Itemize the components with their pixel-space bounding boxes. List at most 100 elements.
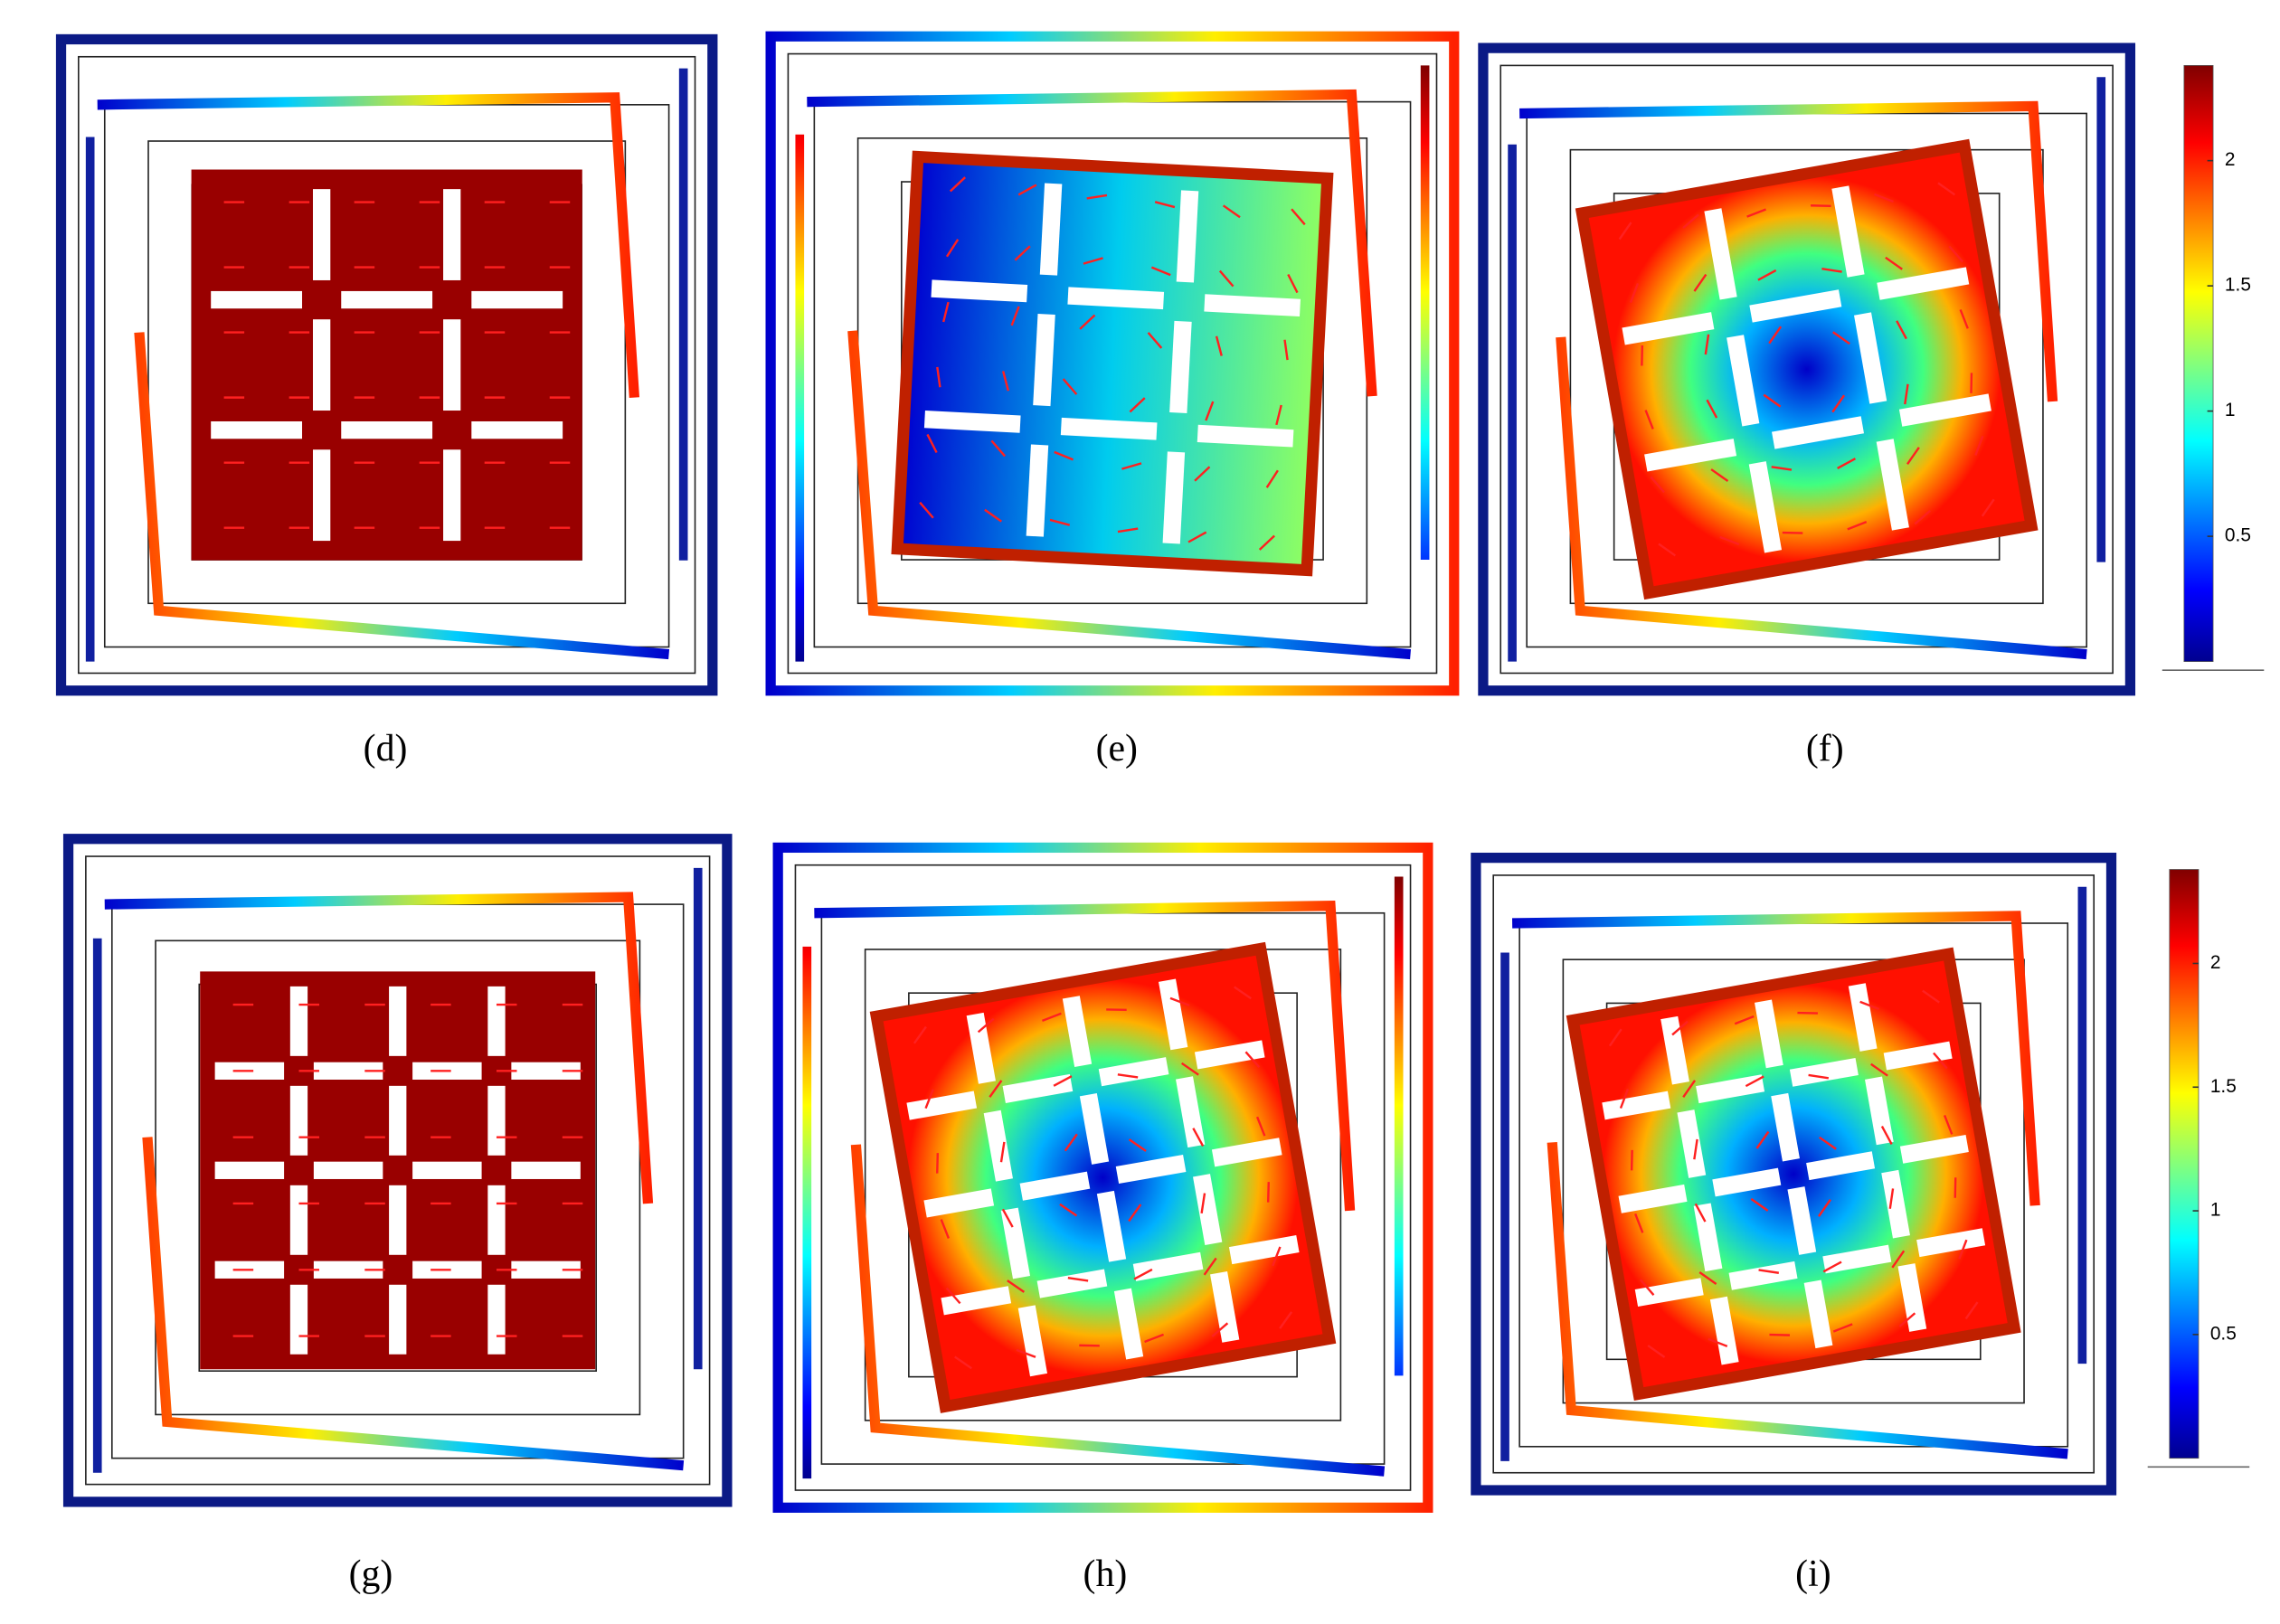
spring-beam [134,332,670,660]
slot [487,1085,506,1156]
displacement-arrow [936,1153,940,1174]
slot [1693,1203,1723,1272]
displacement-arrow [984,508,1002,523]
displacement-arrow [1059,1203,1078,1217]
displacement-arrow [1147,332,1163,349]
inner-frame [85,855,711,1486]
inner-frame [787,52,1438,675]
displacement-arrow [1943,1114,1954,1135]
slot [1787,1186,1817,1255]
panel [62,834,733,1507]
spring-beam [1500,886,2087,1461]
slot [289,1284,308,1355]
slot [511,1062,581,1080]
slot [1026,444,1049,537]
slot [389,1185,407,1255]
colorbar [2169,869,2200,1459]
slot [1772,416,1865,449]
displacement-arrow [1053,1075,1073,1087]
displacement-arrow [1266,1182,1270,1203]
displacement-arrow [954,1355,972,1370]
displacement-arrow [1859,1000,1880,1011]
displacement-arrow [1904,383,1909,405]
spring-beam [92,867,703,1473]
slot [1194,1040,1265,1070]
displacement-arrow [1272,1246,1282,1267]
slot [1712,1167,1782,1197]
slot [1877,267,1970,300]
displacement-arrow [1745,1075,1764,1088]
slot [487,1284,506,1355]
panel-label: (d) [364,728,408,770]
displacement-arrow [989,1080,1003,1098]
outer-frame [765,31,1460,696]
spring-beam [142,1137,685,1471]
displacement-arrow [1203,1257,1217,1276]
displacement-arrow [1117,527,1139,533]
spring-beam [795,65,1430,662]
displacement-arrow [1644,410,1654,430]
slot [1210,1270,1240,1343]
displacement-arrow [1914,509,1931,525]
displacement-arrow [1169,996,1190,1006]
proof-mass [869,941,1337,1413]
slot [1660,1015,1689,1085]
displacement-arrow [1758,1269,1779,1274]
panel-label: (e) [1096,728,1138,770]
inner-frame [794,864,1412,1491]
slot [1169,320,1192,414]
inner-frame [155,939,641,1416]
slot [471,420,563,439]
inner-frame [1500,64,2114,675]
slot [1848,983,1878,1052]
slot [1881,1169,1910,1239]
displacement-arrow [1898,1312,1916,1327]
slot [1062,996,1093,1068]
slot [443,449,461,542]
displacement-arrow [1704,334,1710,355]
displacement-arrow [1974,435,1984,456]
spring-beam [1508,77,2106,662]
proof-mass [891,150,1334,577]
spring-beam [814,900,1356,1212]
displacement-arrow [1154,201,1176,209]
slot [1113,1288,1144,1360]
displacement-arrow [1710,468,1729,483]
displacement-arrow [1630,1149,1633,1171]
displacement-arrow [1086,194,1108,200]
displacement-arrow [1769,1333,1790,1336]
displacement-arrow [1782,531,1803,534]
displacement-arrow [1755,1130,1770,1149]
slot [1039,183,1063,276]
slot [312,189,331,280]
colorbar-tick-label: 0.5 [2225,525,2251,546]
colorbar-tick-label: 1.5 [2225,275,2251,296]
slot [1677,1109,1707,1178]
displacement-arrow [1117,1073,1139,1079]
plate [897,156,1328,571]
slot [1899,1134,1969,1164]
slot [1644,439,1737,472]
slot [966,1012,996,1084]
displacement-arrow [1847,521,1868,531]
slot [389,1284,407,1355]
slot [1017,1305,1048,1377]
slot [1831,185,1865,278]
displacement-arrow [1693,273,1708,292]
colorbar-tick-label: 2 [2225,149,2236,170]
spring-beam [802,876,1404,1479]
plate-frame [891,150,1334,577]
displacement-arrow [1016,1348,1036,1358]
spring-beam [850,1144,1386,1477]
displacement-arrow [1933,1052,1948,1070]
displacement-arrow [1211,1322,1229,1337]
inner-frame [78,55,696,675]
displacement-arrow [913,1025,927,1044]
slot [1602,1091,1671,1120]
slot [1132,1251,1204,1281]
displacement-arrow [1218,269,1235,288]
displacement-arrow [1180,1062,1199,1076]
inner-frame [1562,958,2025,1404]
panel [1471,853,2117,1496]
